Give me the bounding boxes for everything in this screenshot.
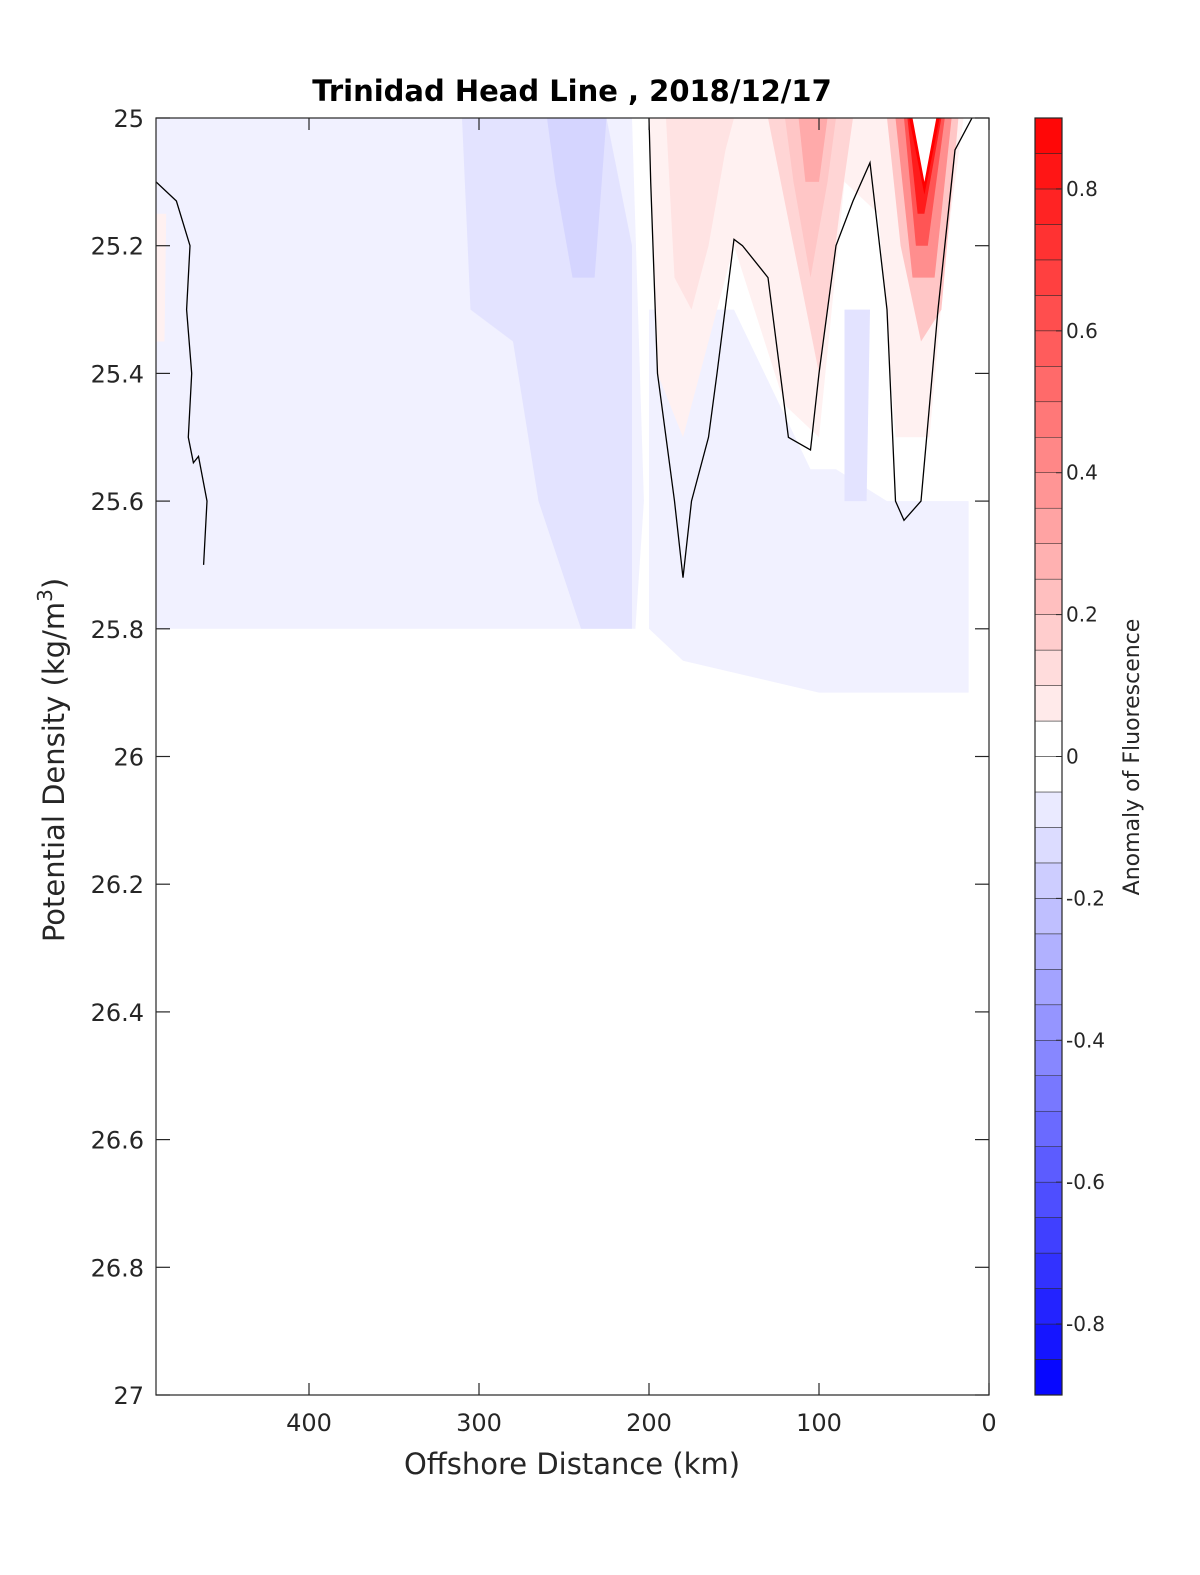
anomaly-region-8 — [785, 118, 836, 278]
y-tick-label: 25.6 — [91, 488, 144, 516]
x-axis-label: Offshore Distance (km) — [404, 1447, 740, 1481]
x-tick-label: 100 — [796, 1409, 842, 1437]
y-tick-label: 26.4 — [91, 999, 144, 1027]
colorbar-level — [1034, 117, 1063, 154]
anomaly-region-15 — [912, 118, 937, 182]
y-tick-label: 25.2 — [91, 233, 144, 261]
x-tick-label: 300 — [456, 1409, 502, 1437]
colorbar-level — [1034, 330, 1063, 367]
colorbar-label: Anomaly of Fluorescence — [1120, 619, 1145, 896]
y-tick-label: 25.8 — [91, 616, 144, 644]
y-axis-label-close: ) — [37, 578, 71, 589]
colorbar-level — [1034, 1359, 1063, 1396]
colorbar-level — [1034, 649, 1063, 686]
colorbar-level — [1034, 1252, 1063, 1289]
colorbar-level — [1034, 1075, 1063, 1112]
colorbar-level — [1034, 1146, 1063, 1183]
colorbar-level — [1034, 720, 1063, 757]
x-axis-ticks: 400 300 200 100 0 — [286, 118, 997, 1437]
y-tick-label: 25.4 — [91, 360, 144, 388]
colorbar-level — [1034, 791, 1063, 828]
y-tick-label: 26.2 — [91, 871, 144, 899]
colorbar-tick-label: -0.2 — [1066, 886, 1105, 910]
x-tick-label: 200 — [626, 1409, 672, 1437]
colorbar-level — [1034, 969, 1063, 1006]
zero-contour-0 — [156, 181, 208, 565]
colorbar-tick-label: 0.8 — [1066, 177, 1098, 201]
y-tick-label: 25 — [113, 105, 144, 133]
colorbar-level — [1034, 437, 1063, 473]
anomaly-region-6 — [666, 118, 734, 310]
y-tick-label: 27 — [113, 1382, 144, 1410]
colorbar-level — [1034, 614, 1063, 651]
colorbar-tick-label: 0.4 — [1066, 461, 1098, 485]
colorbar-level — [1034, 1288, 1063, 1325]
colorbar-level — [1034, 756, 1063, 793]
colorbar-tick-label: -0.4 — [1066, 1028, 1105, 1052]
colorbar-level — [1034, 898, 1063, 935]
colorbar-tick-label: 0.6 — [1066, 319, 1098, 343]
x-tick-label: 0 — [981, 1409, 996, 1437]
colorbar-level — [1034, 295, 1063, 332]
colorbar-level — [1034, 259, 1063, 296]
colorbar-level — [1034, 224, 1063, 261]
colorbar-level — [1034, 1004, 1063, 1041]
colorbar — [1034, 117, 1063, 1396]
colorbar-tick-label: 0.2 — [1066, 603, 1098, 627]
colorbar-level — [1034, 401, 1063, 438]
colorbar-level — [1034, 1323, 1063, 1360]
colorbar-level — [1034, 366, 1063, 403]
colorbar-level — [1034, 685, 1063, 722]
colorbar-level — [1034, 827, 1063, 864]
zero-contour-1 — [648, 118, 973, 578]
colorbar-ticks: 0.8 0.6 0.4 0.2 0 -0.2 -0.4 -0.6 -0.8 — [1056, 177, 1105, 1336]
y-tick-label: 26.8 — [91, 1254, 144, 1282]
chart-title: Trinidad Head Line , 2018/12/17 — [312, 74, 832, 108]
y-axis-label-superscript: 3 — [33, 589, 57, 602]
anomaly-region-1 — [649, 309, 969, 693]
x-tick-label: 400 — [286, 1409, 332, 1437]
y-tick-label: 26.6 — [91, 1127, 144, 1155]
colorbar-tick-label: -0.8 — [1066, 1312, 1105, 1336]
colorbar-level — [1034, 507, 1063, 544]
colorbar-level — [1034, 862, 1063, 899]
colorbar-tick-label: 0 — [1066, 745, 1079, 769]
colorbar-level — [1034, 1217, 1063, 1254]
anomaly-region-4 — [844, 309, 870, 502]
anomaly-region-9 — [798, 118, 828, 182]
anomaly-region-3 — [547, 118, 607, 278]
colorbar-level — [1034, 1181, 1063, 1218]
anomaly-region-16 — [156, 213, 167, 342]
colorbar-level — [1034, 543, 1063, 580]
anomaly-fill-regions — [156, 118, 969, 693]
y-axis-label-main: Potential Density (kg/m — [37, 602, 71, 942]
colorbar-level — [1034, 472, 1063, 509]
zero-contour-lines — [156, 118, 973, 578]
y-axis-label: Potential Density (kg/m3) — [33, 578, 71, 942]
colorbar-level — [1034, 1040, 1063, 1077]
colorbar-level — [1034, 188, 1063, 225]
y-tick-label: 26 — [113, 744, 144, 772]
colorbar-level — [1034, 153, 1063, 190]
colorbar-level — [1034, 1110, 1063, 1147]
colorbar-level — [1034, 578, 1063, 615]
y-axis-ticks: 25 25.2 25.4 25.6 25.8 26 26.2 26.4 26.6 26.8 27 — [91, 105, 989, 1410]
colorbar-level — [1034, 933, 1063, 970]
colorbar-tick-label: -0.6 — [1066, 1170, 1105, 1194]
